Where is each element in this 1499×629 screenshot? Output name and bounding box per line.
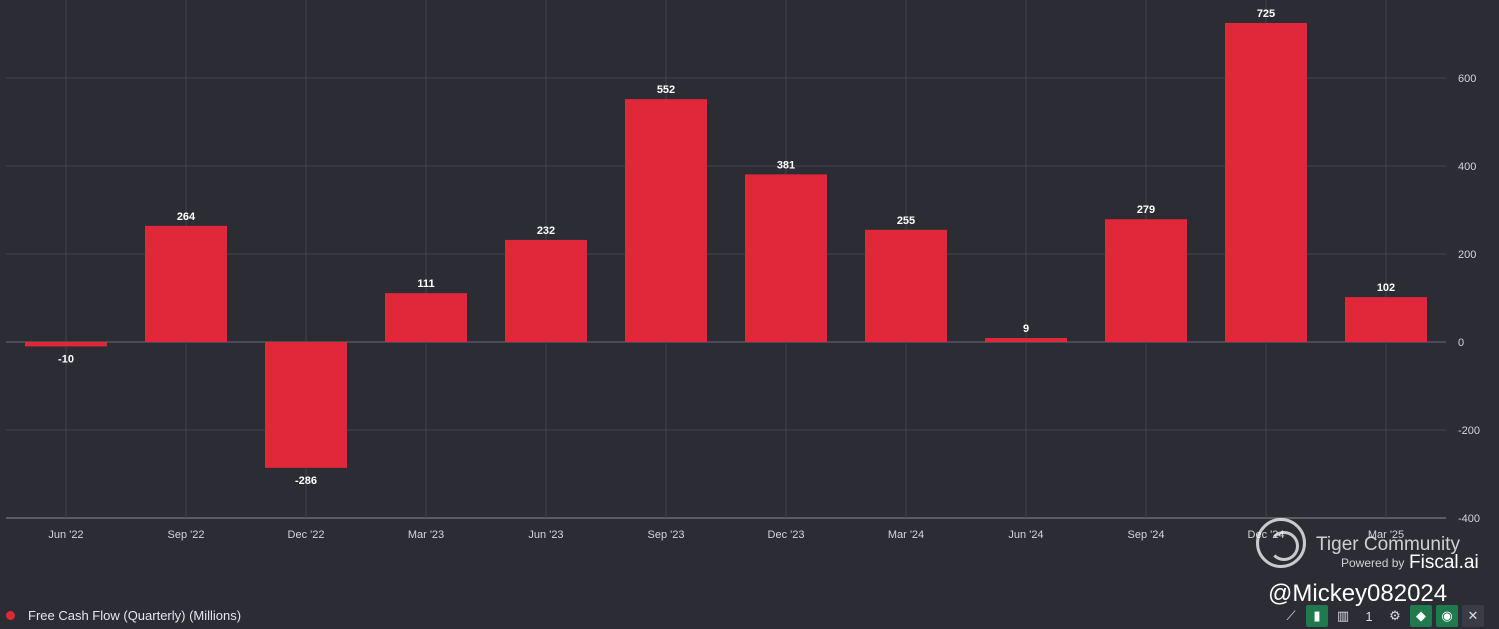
watermark-handle: @Mickey082024 (1268, 580, 1448, 607)
tag-icon[interactable]: ◆ (1410, 605, 1432, 627)
data-label: 255 (897, 215, 915, 227)
bar-chart-icon[interactable]: ▮ (1306, 605, 1328, 627)
y-tick-label: 0 (1458, 337, 1464, 349)
column-chart-icon[interactable]: ▥ (1336, 608, 1350, 623)
data-label: -286 (295, 475, 317, 487)
legend[interactable]: Free Cash Flow (Quarterly) (Millions) (6, 606, 241, 624)
bar (1345, 297, 1427, 342)
data-label: 552 (657, 84, 675, 96)
gear-icon[interactable]: ⚙ (1389, 608, 1401, 623)
data-label: 725 (1257, 8, 1275, 20)
bar (625, 99, 707, 343)
watermark-brand: Fiscal.ai (1409, 552, 1479, 573)
data-label: 9 (1023, 323, 1029, 335)
x-tick-label: Dec '23 (768, 529, 805, 541)
bars (25, 23, 1427, 468)
data-label: 111 (417, 278, 434, 290)
chart-toolbar: ⟋ ▮ ▥ 1 ⚙ ◆ ◉ ✕ (1280, 605, 1484, 627)
data-label: 264 (177, 211, 196, 223)
y-tick-label: -400 (1458, 513, 1480, 525)
y-tick-label: 200 (1458, 249, 1476, 261)
bar (1105, 219, 1187, 342)
x-tick-label: Sep '24 (1128, 529, 1165, 541)
x-tick-label: Mar '25 (1368, 529, 1404, 541)
y-tick-label: -200 (1458, 425, 1480, 437)
watermark: Tiger Community Powered by Fiscal.ai @Mi… (1256, 518, 1486, 610)
bar (145, 225, 227, 342)
y-tick-label: 600 (1458, 73, 1476, 85)
data-label: 279 (1137, 204, 1155, 216)
data-label: -10 (58, 353, 74, 365)
x-tick-label: Jun '24 (1008, 529, 1043, 541)
bar (1225, 23, 1307, 342)
close-icon[interactable]: ✕ (1462, 605, 1484, 627)
tiger-logo-icon (1256, 518, 1306, 568)
x-tick-label: Mar '23 (408, 529, 444, 541)
legend-label: Free Cash Flow (Quarterly) (Millions) (28, 607, 242, 623)
data-labels: -10 264 -286 111 232 552 381 255 9 279 725 102 (58, 8, 1395, 487)
x-tick-label: Mar '24 (888, 529, 924, 541)
x-tick-label: Dec '22 (288, 529, 325, 541)
bar (25, 342, 107, 347)
bar (265, 342, 347, 468)
x-tick-label: Jun '22 (48, 529, 83, 541)
bar (385, 293, 467, 342)
x-tick-label: Sep '22 (168, 529, 205, 541)
x-axis-ticks: Jun '22 Sep '22 Dec '22 Mar '23 Jun '23 Sep '… (48, 529, 1404, 541)
data-label: 381 (777, 159, 795, 171)
data-label: 232 (537, 225, 555, 237)
y-axis-ticks: -400 -200 0 200 400 600 (1458, 73, 1480, 525)
x-tick-label: Jun '23 (528, 529, 563, 541)
watermark-powered-by: Powered by (1341, 556, 1405, 570)
bar (505, 239, 587, 342)
trend-lines-icon[interactable]: ⟋ (1286, 608, 1296, 623)
bar (865, 229, 947, 342)
ellipsis-icon[interactable]: 1 (1365, 608, 1373, 624)
watermark-title: Tiger Community (1316, 534, 1460, 555)
free-cash-flow-chart: -10 264 -286 111 232 552 381 255 9 279 725 102 Jun … (6, 0, 1480, 541)
legend-marker (6, 610, 15, 620)
x-tick-label: Sep '23 (648, 529, 685, 541)
bar (985, 338, 1067, 342)
y-tick-label: 400 (1458, 161, 1476, 173)
bar (745, 174, 827, 342)
data-label: 102 (1377, 282, 1395, 294)
eye-icon[interactable]: ◉ (1436, 605, 1458, 627)
